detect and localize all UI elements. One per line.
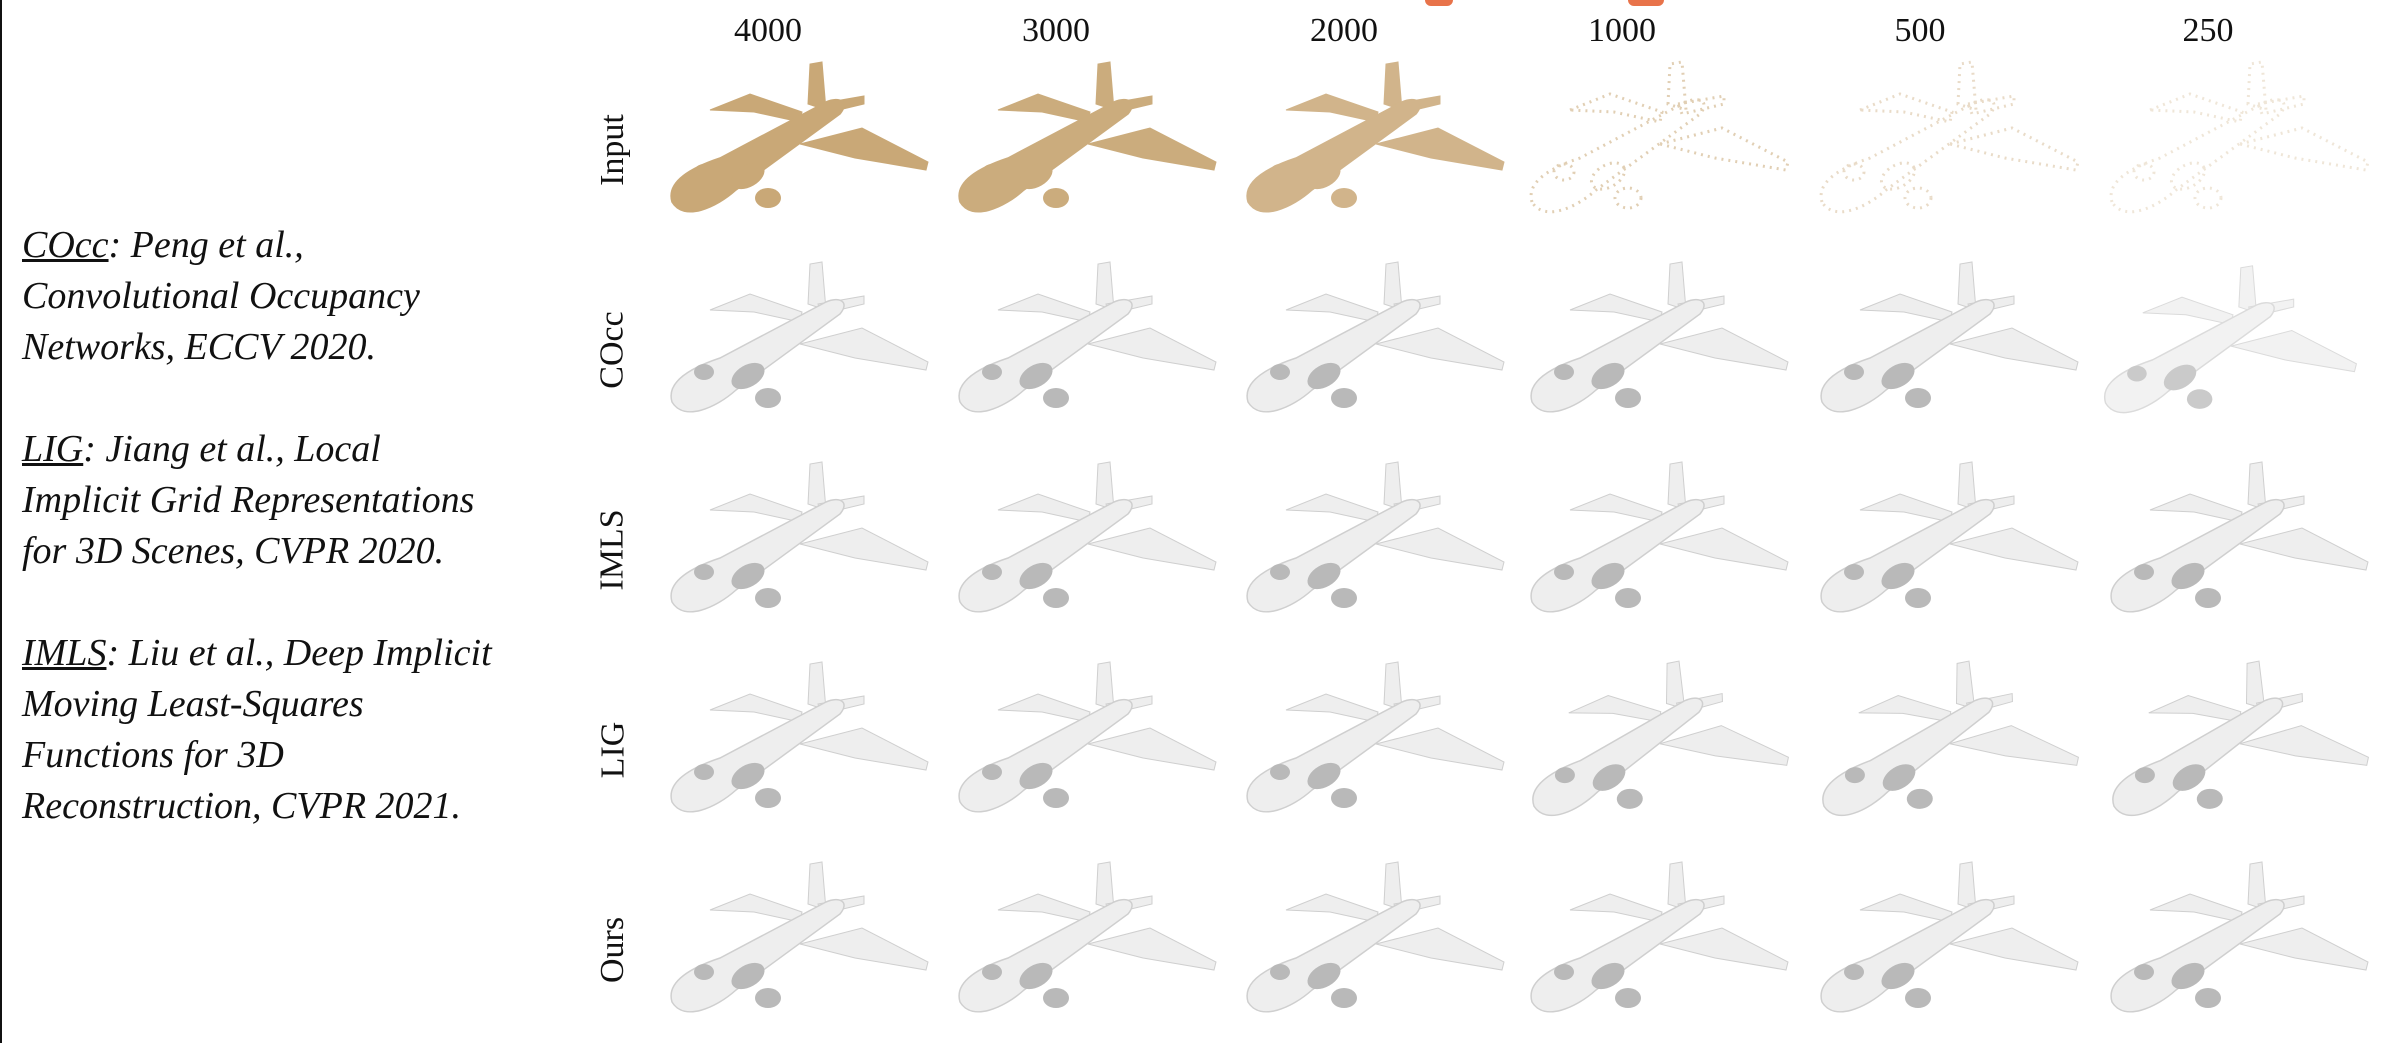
reconstruction-image xyxy=(2090,652,2376,842)
reference-abbr: COcc xyxy=(22,224,109,266)
row-label-input: Input xyxy=(594,114,631,186)
reference-line: Convolutional Occupancy xyxy=(22,275,420,317)
reconstruction-image xyxy=(1800,652,2086,842)
reconstruction-image xyxy=(650,852,936,1042)
reconstruction-image xyxy=(650,452,936,642)
reconstruction-image xyxy=(1226,452,1512,642)
input-point-cloud-image xyxy=(1510,52,1796,242)
reconstruction-image xyxy=(938,652,1224,842)
reconstruction-image xyxy=(1510,252,1796,442)
reconstruction-image xyxy=(1800,852,2086,1042)
reference-lig: LIG: Jiang et al., Local Implicit Grid R… xyxy=(22,424,582,577)
reconstruction-image xyxy=(938,852,1224,1042)
reconstruction-image xyxy=(2090,852,2376,1042)
reference-line: Networks, ECCV 2020. xyxy=(22,326,376,368)
reconstruction-image xyxy=(1510,652,1796,842)
row-label-ours: Ours xyxy=(593,916,631,984)
reference-line: Functions for 3D xyxy=(22,734,284,776)
reference-imls: IMLS: Liu et al., Deep Implicit Moving L… xyxy=(22,628,582,832)
reconstruction-image xyxy=(1226,652,1512,842)
reference-line: for 3D Scenes, CVPR 2020. xyxy=(22,530,445,572)
reference-line: : Peng et al., xyxy=(108,224,304,266)
reconstruction-image xyxy=(650,252,936,442)
reference-line: : Liu et al., Deep Implicit xyxy=(106,632,492,674)
column-header-500: 500 xyxy=(1894,12,1946,49)
left-border xyxy=(0,0,2,1043)
column-header-4000: 4000 xyxy=(734,12,802,49)
reference-abbr: LIG xyxy=(22,428,84,470)
row-label-lig: LIG xyxy=(594,721,631,779)
accent-mark-left xyxy=(1425,0,1453,6)
references-panel: COcc: Peng et al., Convolutional Occupan… xyxy=(22,220,582,883)
input-point-cloud-image xyxy=(938,52,1224,242)
input-point-cloud-image xyxy=(1226,52,1512,242)
reconstruction-image xyxy=(938,452,1224,642)
input-point-cloud-image xyxy=(2090,52,2376,242)
reconstruction-image xyxy=(1800,252,2086,442)
reconstruction-image xyxy=(1226,852,1512,1042)
reference-line: Moving Least-Squares xyxy=(22,683,364,725)
reconstruction-image xyxy=(650,652,936,842)
accent-mark-right xyxy=(1628,0,1664,6)
reconstruction-image xyxy=(2090,452,2376,642)
column-header-250: 250 xyxy=(2182,12,2234,49)
reconstruction-image xyxy=(1226,252,1512,442)
column-header-3000: 3000 xyxy=(1022,12,1090,49)
row-label-imls: IMLS xyxy=(594,509,632,591)
reference-line: Implicit Grid Representations xyxy=(22,479,475,521)
reference-line: : Jiang et al., Local xyxy=(83,428,381,470)
input-point-cloud-image xyxy=(1800,52,2086,242)
reconstruction-image xyxy=(2090,252,2376,442)
row-label-cocc: COcc xyxy=(594,311,632,389)
column-header-2000: 2000 xyxy=(1310,12,1378,49)
column-header-1000: 1000 xyxy=(1588,12,1656,49)
reconstruction-image xyxy=(1510,852,1796,1042)
reconstruction-image xyxy=(1510,452,1796,642)
reconstruction-image xyxy=(1800,452,2086,642)
reconstruction-image xyxy=(938,252,1224,442)
reference-abbr: IMLS xyxy=(22,632,107,674)
reference-line: Reconstruction, CVPR 2021. xyxy=(22,785,462,827)
input-point-cloud-image xyxy=(650,52,936,242)
reference-cocc: COcc: Peng et al., Convolutional Occupan… xyxy=(22,220,582,373)
